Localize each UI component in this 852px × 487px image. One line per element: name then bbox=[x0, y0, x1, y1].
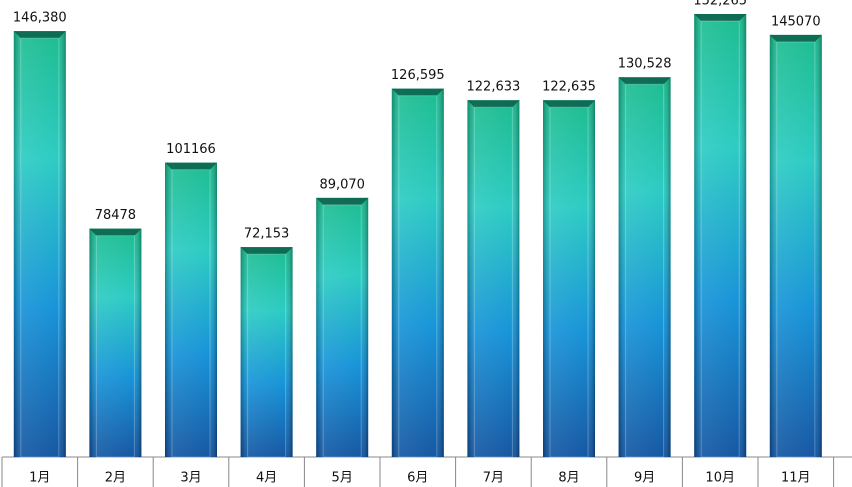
bar-shade bbox=[316, 197, 369, 457]
value-label: 145070 bbox=[771, 14, 821, 29]
bar-cap bbox=[13, 31, 66, 39]
x-tick-label: 11月 bbox=[781, 471, 811, 486]
x-tick-label: 8月 bbox=[558, 471, 579, 486]
bar-cap bbox=[165, 162, 217, 170]
bar-bevel bbox=[625, 83, 665, 458]
bar-shade bbox=[543, 100, 595, 457]
value-label: 122,633 bbox=[467, 80, 521, 95]
bar-shade bbox=[467, 100, 520, 458]
x-tick-label: 10月 bbox=[705, 471, 735, 486]
bar-cap bbox=[543, 100, 595, 108]
value-label: 78478 bbox=[95, 208, 136, 223]
bar-shade bbox=[618, 77, 671, 457]
bar-cap bbox=[89, 228, 142, 236]
bar-shade bbox=[391, 88, 444, 458]
bar-cap bbox=[316, 197, 369, 205]
bar-bevel bbox=[776, 41, 816, 458]
bar-bevel bbox=[700, 20, 740, 458]
bar-shade bbox=[165, 162, 217, 458]
bar-bevel bbox=[549, 106, 589, 458]
x-tick-label: 1月 bbox=[29, 471, 50, 486]
bar-bevel bbox=[247, 253, 287, 458]
bar-bevel bbox=[95, 235, 135, 458]
x-tick-label: 4月 bbox=[256, 471, 277, 486]
bar-shade bbox=[694, 14, 747, 457]
x-tick-label: 2月 bbox=[105, 471, 126, 486]
bar-shade bbox=[769, 34, 822, 458]
x-tick-label: 3月 bbox=[180, 471, 201, 486]
bar-cap bbox=[240, 247, 293, 255]
value-label: 101166 bbox=[166, 142, 216, 157]
x-tick-label: 5月 bbox=[332, 471, 353, 486]
bar-bevel bbox=[398, 95, 438, 458]
bar-cap bbox=[618, 77, 671, 85]
value-label: 130,528 bbox=[618, 57, 672, 72]
bar-cap bbox=[391, 88, 444, 96]
x-tick-label: 9月 bbox=[634, 471, 655, 486]
bar-bevel bbox=[171, 169, 211, 458]
x-tick-label: 7月 bbox=[483, 471, 504, 486]
value-label: 122,635 bbox=[542, 80, 596, 95]
value-label: 126,595 bbox=[391, 68, 445, 83]
value-label: 152,265 bbox=[693, 0, 747, 9]
x-tick-label: 6月 bbox=[407, 471, 428, 486]
bar-cap bbox=[769, 34, 822, 42]
bar-cap bbox=[467, 100, 520, 108]
bar-bevel bbox=[473, 106, 513, 458]
bar-bevel bbox=[20, 37, 60, 458]
value-label: 72,153 bbox=[244, 227, 290, 242]
bar-shade bbox=[240, 247, 293, 457]
bar-shade bbox=[89, 228, 142, 457]
value-label: 146,380 bbox=[13, 11, 67, 26]
bar-shade bbox=[13, 31, 66, 457]
value-label: 89,070 bbox=[319, 177, 365, 192]
bar-bevel bbox=[322, 204, 362, 458]
bar-cap bbox=[694, 14, 747, 21]
